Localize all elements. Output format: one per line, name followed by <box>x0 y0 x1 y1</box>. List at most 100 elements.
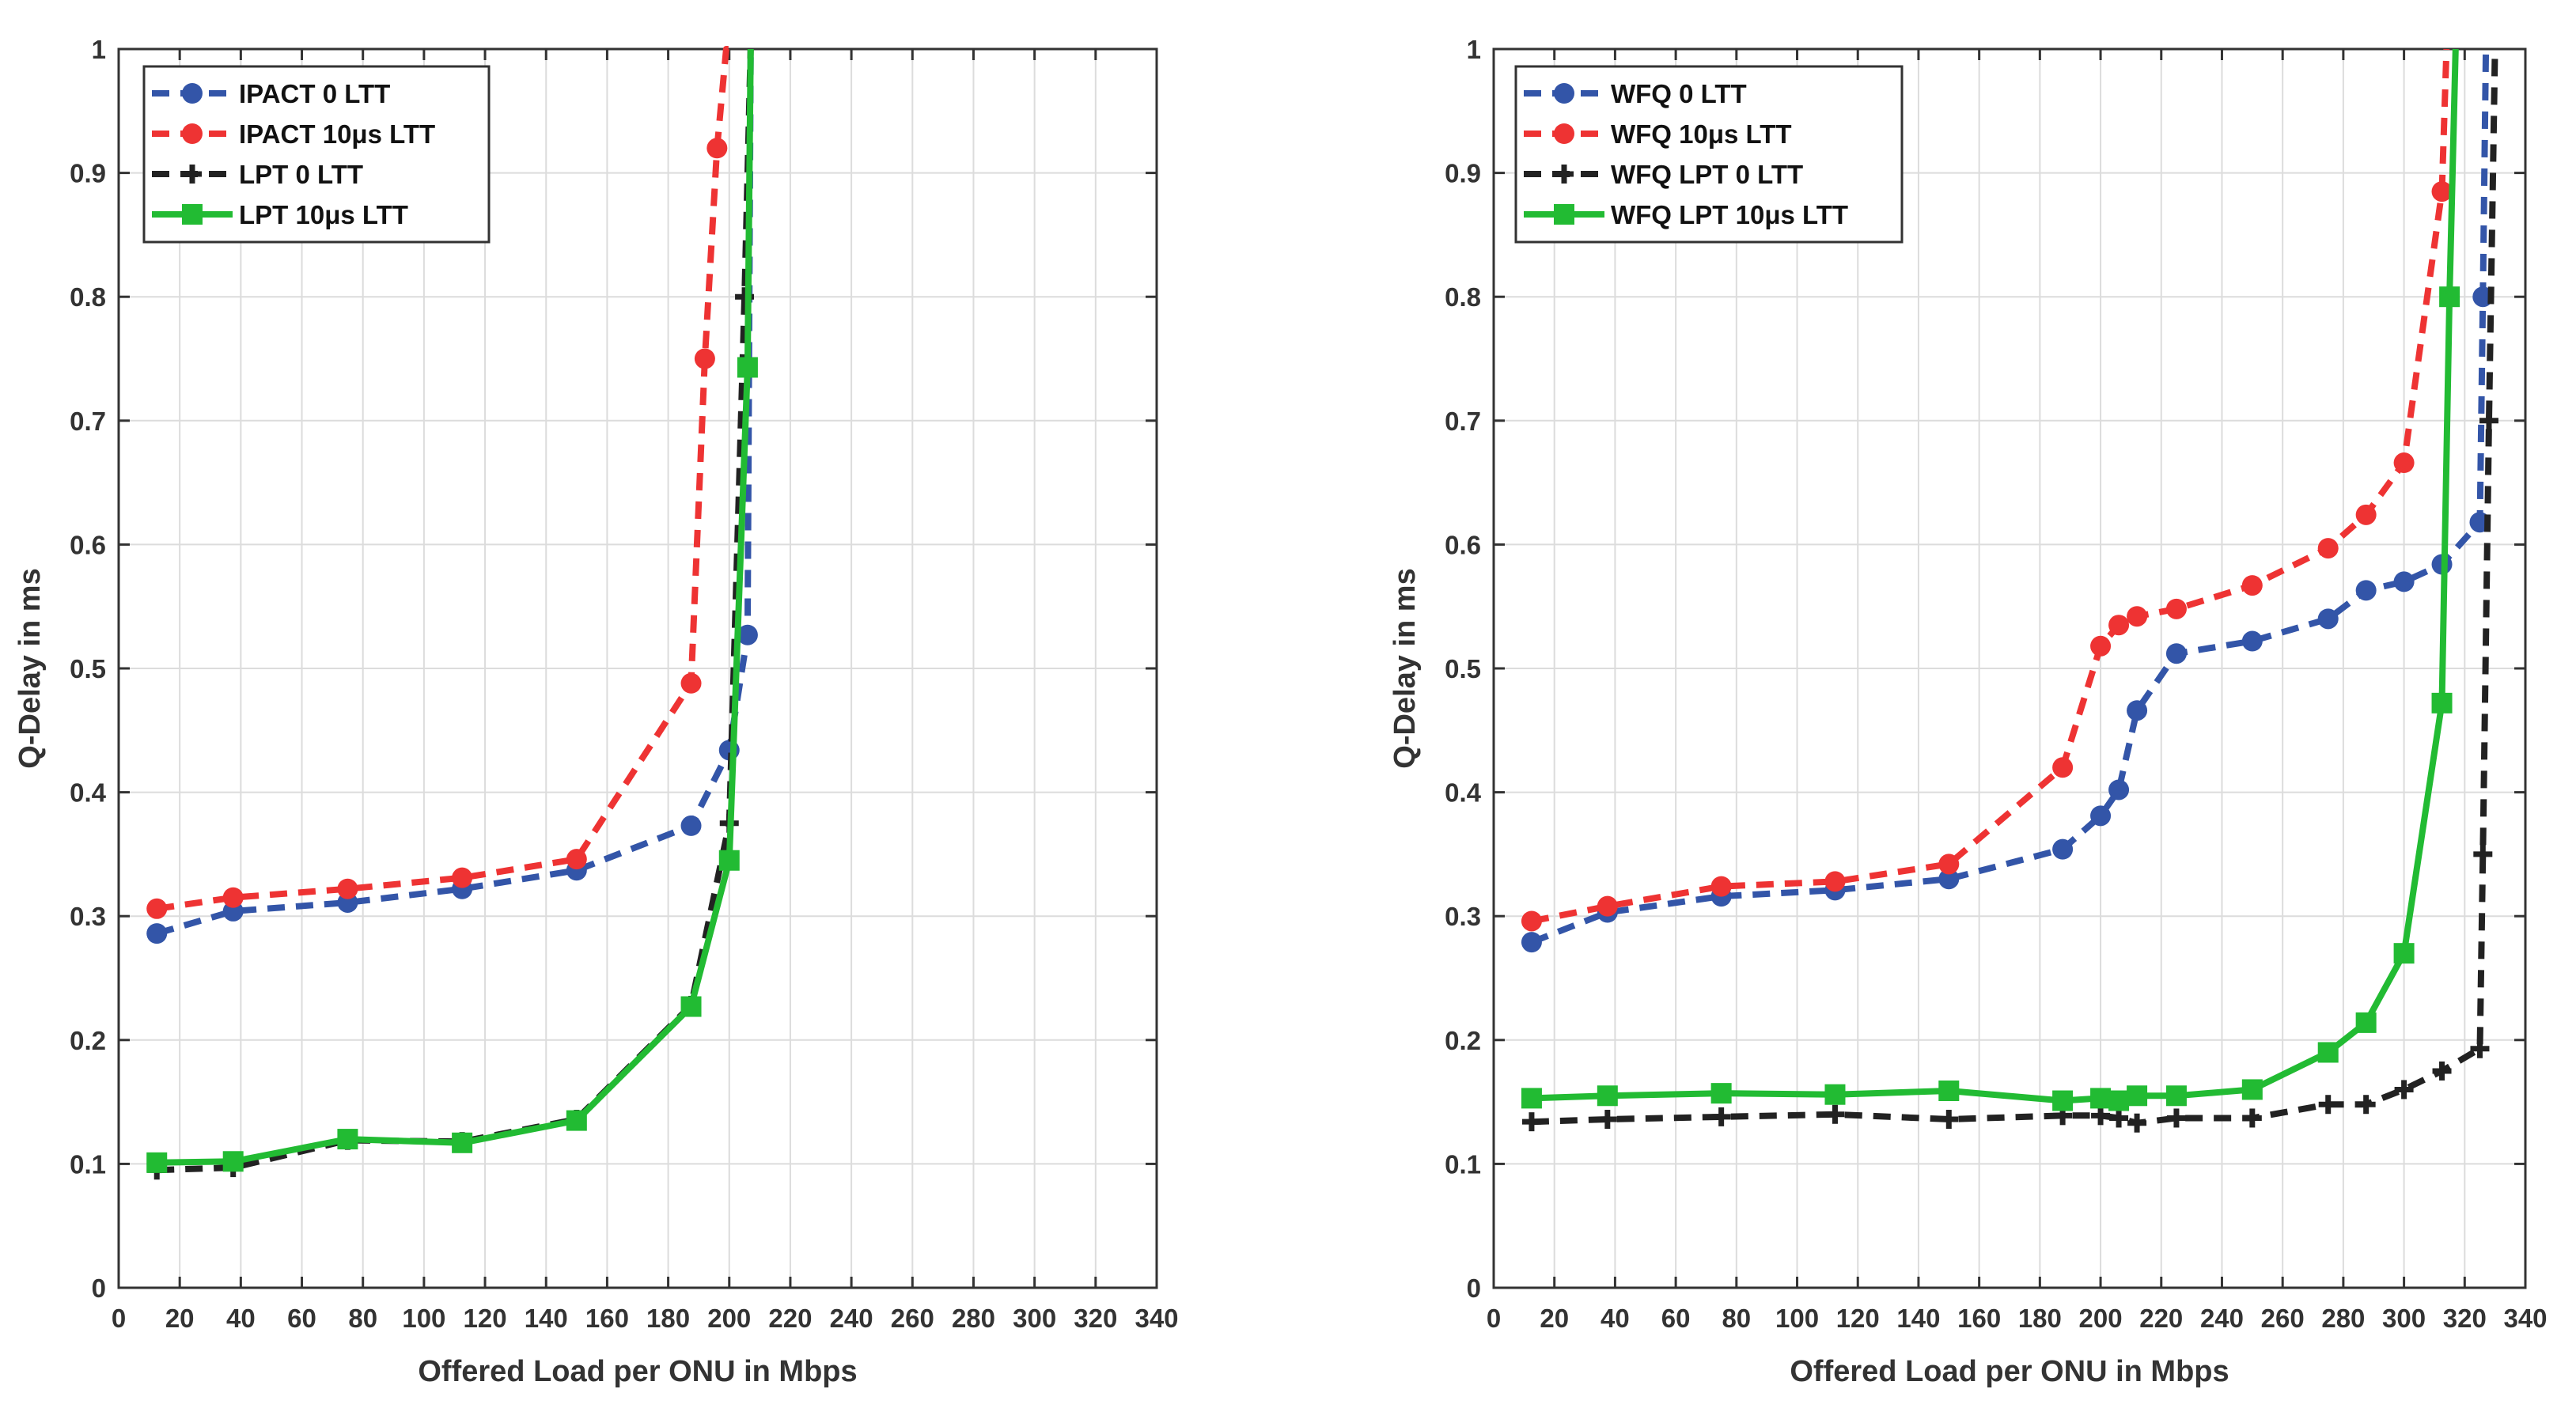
data-point <box>1521 932 1542 953</box>
data-point <box>2090 805 2112 827</box>
data-point <box>2318 1095 2338 1115</box>
data-point <box>2439 286 2460 308</box>
data-point <box>2317 538 2339 559</box>
data-point <box>2108 1090 2130 1111</box>
data-point <box>2127 1085 2148 1107</box>
y-tick-label: 0.1 <box>1445 1149 1481 1179</box>
x-tick-label: 260 <box>2261 1304 2305 1333</box>
data-point <box>1825 1104 1845 1124</box>
legend-marker <box>1555 165 1574 184</box>
series-2 <box>1521 48 2453 932</box>
legend-label: WFQ 0 LTT <box>1611 79 1747 108</box>
data-point <box>1939 1110 1959 1130</box>
data-point <box>707 138 728 159</box>
legend-marker <box>183 165 202 184</box>
legend-label: IPACT 10μs LTT <box>239 119 435 149</box>
data-point <box>1711 1107 1731 1126</box>
series-line <box>1531 48 2450 925</box>
x-tick-label: 20 <box>165 1304 195 1333</box>
y-tick-label: 1 <box>92 35 106 64</box>
legend-marker <box>1554 123 1574 144</box>
x-tick-label: 240 <box>830 1304 873 1333</box>
data-point <box>337 878 358 899</box>
data-point <box>2393 943 2415 964</box>
legend-marker <box>182 83 203 104</box>
data-point <box>2166 1108 2186 1128</box>
y-tick-label: 0.2 <box>1445 1026 1481 1055</box>
data-point <box>452 1132 473 1153</box>
series-2 <box>146 46 729 919</box>
data-point <box>2317 1042 2339 1063</box>
x-tick-label: 80 <box>1722 1304 1751 1333</box>
x-tick-label: 300 <box>2382 1304 2426 1333</box>
legend: WFQ 0 LTT WFQ 10μs LTT WFQ LPT 0 LTT WFQ LP… <box>1514 65 1904 244</box>
y-axis-label: Q-Delay in ms <box>1388 568 1422 768</box>
series-4 <box>146 48 758 1173</box>
data-point <box>2473 844 2493 864</box>
data-point <box>2393 571 2415 592</box>
y-tick-label: 0 <box>92 1274 106 1303</box>
chart-panel-2: 0 20 40 60 80 100 120 140 160 180 200 220 240 260 280 3… <box>1388 35 2548 1388</box>
legend-entry: WFQ LPT 0 LTT <box>1524 160 1803 189</box>
x-tick-label: 180 <box>646 1304 690 1333</box>
data-point <box>146 898 168 919</box>
x-tick-label: 200 <box>707 1304 751 1333</box>
x-tick-label: 60 <box>1661 1304 1691 1333</box>
data-point <box>1824 871 1846 892</box>
data-point <box>2165 598 2187 619</box>
data-point <box>2091 1106 2111 1126</box>
data-point <box>566 849 587 870</box>
data-point <box>2241 630 2263 652</box>
x-tick-label: 100 <box>402 1304 445 1333</box>
y-tick-label: 0.6 <box>1445 530 1481 559</box>
data-point <box>1521 1112 1541 1132</box>
data-point <box>2090 635 2112 657</box>
data-point <box>452 867 473 888</box>
legend-entry: IPACT 0 LTT <box>152 79 390 108</box>
data-point <box>694 348 715 369</box>
data-point <box>2470 1039 2490 1058</box>
x-tick-label: 140 <box>1896 1304 1940 1333</box>
legend-label: LPT 10μs LTT <box>239 200 408 229</box>
y-tick-label: 0.5 <box>70 654 106 683</box>
legend-marker <box>182 123 203 144</box>
x-tick-label: 40 <box>1601 1304 1630 1333</box>
data-point <box>2431 181 2453 202</box>
data-point <box>2317 608 2339 630</box>
legend-label: WFQ LPT 10μs LTT <box>1611 200 1848 229</box>
x-tick-label: 300 <box>1013 1304 1056 1333</box>
series-4 <box>1521 48 2460 1111</box>
data-point <box>2355 580 2377 601</box>
legend-label: LPT 0 LTT <box>239 160 363 189</box>
y-tick-label: 0.4 <box>1445 778 1482 808</box>
data-point <box>1710 1083 1732 1104</box>
data-point <box>2432 1061 2452 1081</box>
data-point <box>2241 1079 2263 1100</box>
data-point <box>718 850 740 871</box>
legend-label: WFQ 10μs LTT <box>1611 119 1792 149</box>
y-tick-label: 0.1 <box>70 1149 106 1179</box>
x-tick-label: 320 <box>2443 1304 2487 1333</box>
x-tick-label: 80 <box>348 1304 377 1333</box>
legend-entry: WFQ LPT 10μs LTT <box>1524 200 1848 229</box>
x-tick-label: 280 <box>2321 1304 2365 1333</box>
legend-entry: LPT 0 LTT <box>152 160 363 189</box>
data-point <box>1710 876 1732 897</box>
legend-marker <box>1554 204 1574 225</box>
data-point <box>680 815 702 836</box>
data-point <box>566 1110 587 1131</box>
data-point <box>1938 1081 1960 1102</box>
data-point <box>1597 895 1618 917</box>
data-point <box>2108 615 2130 636</box>
y-tick-label: 0.2 <box>70 1026 106 1055</box>
data-point <box>737 624 758 645</box>
legend-label: WFQ LPT 0 LTT <box>1611 160 1803 189</box>
y-tick-label: 0 <box>1467 1274 1481 1303</box>
series-3 <box>1521 48 2498 1133</box>
y-tick-label: 0.9 <box>1445 159 1481 188</box>
legend-entry: LPT 10μs LTT <box>152 200 408 229</box>
x-tick-label: 160 <box>585 1304 629 1333</box>
series-line <box>157 48 754 1174</box>
y-tick-label: 0.7 <box>1445 407 1481 436</box>
